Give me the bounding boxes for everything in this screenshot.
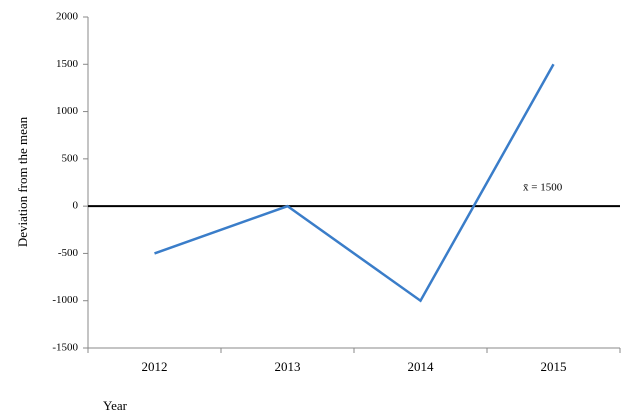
x-axis-label: Year [103, 398, 128, 413]
y-tick-label: 1500 [56, 58, 79, 70]
y-tick-label: -500 [58, 247, 79, 259]
annotation: x̄ = 1500 [523, 182, 563, 194]
y-axis-label: Deviation from the mean [15, 116, 30, 247]
y-tick-label: -1500 [52, 342, 78, 354]
line-series [154, 63, 555, 303]
y-tick-label: 500 [62, 152, 79, 164]
x-tick-label: 2015 [541, 359, 567, 374]
x-tick-label: 2014 [408, 359, 435, 374]
x-tick-label: 2012 [142, 359, 168, 374]
y-tick-label: 0 [73, 200, 79, 212]
y-tick-label: 2000 [56, 11, 79, 23]
y-tick-label: 1000 [56, 105, 79, 117]
y-tick-label: -1000 [52, 294, 78, 306]
x-tick-label: 2013 [275, 359, 301, 374]
